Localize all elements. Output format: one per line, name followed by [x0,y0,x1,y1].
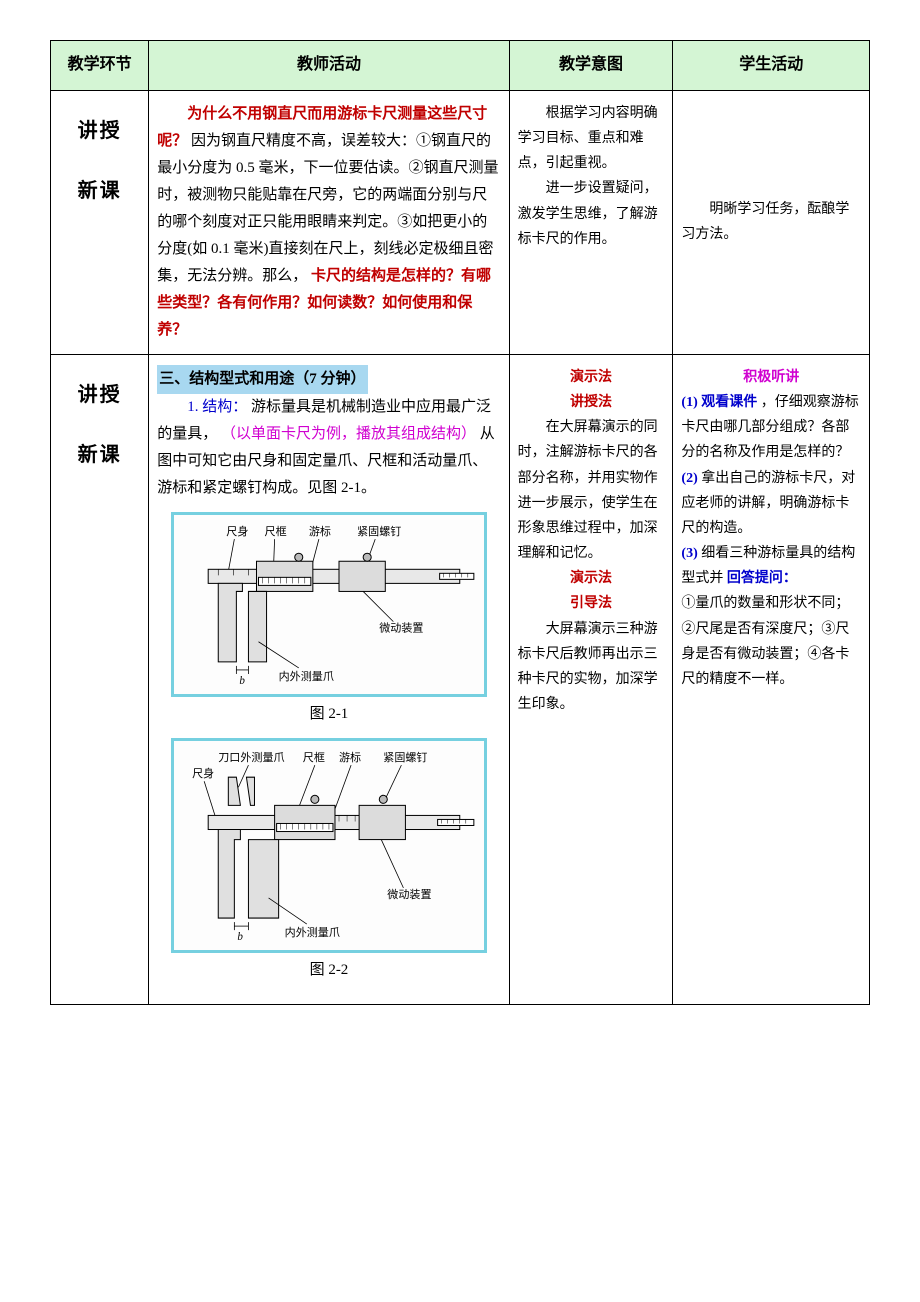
method-label: 讲授法 [518,390,665,415]
label-chishen: 尺身 [192,766,214,780]
intent-text: 大屏幕演示三种游标卡尺后教师再出示三种卡尺的实物，加深学生印象。 [518,617,665,718]
label-youbiao: 游标 [339,750,361,764]
stage-cell-2: 讲授 新课 [51,354,149,1004]
label-daokou: 刀口外测量爪 [218,751,284,764]
label-b: b [239,675,245,687]
lesson-table: 教学环节 教师活动 教学意图 学生活动 讲授 新课 为什么不用钢直尺而用游标卡尺… [50,40,870,1005]
method-label: 引导法 [518,591,665,616]
label-neiwai: 内外测量爪 [279,669,334,683]
label-weidong: 微动装置 [379,620,423,634]
stage-label: 新课 [59,161,140,221]
label-chikuang: 尺框 [265,525,287,538]
item-number: (2) [681,471,701,486]
method-label: 演示法 [518,365,665,390]
item-number: 1. 结构： [187,399,247,415]
student-item: (1) 观看课件 ，仔细观察游标卡尺由哪几部分组成？各部分的名称及作用是怎样的？ [681,390,861,466]
hdr-intent: 教学意图 [509,41,673,91]
answer-text: 因为钢直尺精度不高，误差较大：①钢直尺的最小分度为 0.5 毫米，下一位要估读。… [157,133,498,284]
teacher-cell-2: 三、结构型式和用途（7 分钟） 1. 结构： 游标量具是机械制造业中应用最广泛的… [149,354,509,1004]
intent-text: 根据学习内容明确学习目标、重点和难点，引起重视。 [518,101,665,177]
stage-label: 讲授 [59,365,140,425]
figure-2-1: 尺身 尺框 游标 紧固螺钉 [171,512,487,697]
table-row: 讲授 新课 为什么不用钢直尺而用游标卡尺测量这些尺寸呢？ 因为钢直尺精度不高，误… [51,90,870,354]
intent-cell-2: 演示法 讲授法 在大屏幕演示的同时，注解游标卡尺的各部分名称，并用实物作进一步展… [509,354,673,1004]
label-b: b [237,931,243,943]
label-chishen: 尺身 [226,524,248,538]
figure-2-2: 刀口外测量爪 尺身 尺框 游标 紧固螺钉 [171,738,487,953]
label-jingu: 紧固螺钉 [357,525,401,538]
intent-text: 在大屏幕演示的同时，注解游标卡尺的各部分名称，并用实物作进一步展示，使学生在形象… [518,415,665,566]
hdr-teacher: 教师活动 [149,41,509,91]
intent-text: 进一步设置疑问，激发学生思维，了解游标卡尺的作用。 [518,176,665,252]
item-keyword: 观看课件 [701,395,757,410]
paren-note: （以单面卡尺为例，播放其组成结构） [221,426,476,442]
section-header: 三、结构型式和用途（7 分钟） [157,365,500,394]
label-chikuang: 尺框 [303,751,325,764]
stage-label: 讲授 [59,101,140,161]
stage-label: 新课 [59,425,140,485]
label-weidong: 微动装置 [387,887,431,901]
caliper-diagram-2: 刀口外测量爪 尺身 尺框 游标 紧固螺钉 [178,747,480,948]
section-header-text: 三、结构型式和用途（7 分钟） [157,365,367,394]
table-row: 讲授 新课 三、结构型式和用途（7 分钟） 1. 结构： 游标量具是机械制造业中… [51,354,870,1004]
student-item: (2) 拿出自己的游标卡尺，对应老师的讲解，明确游标卡尺的构造。 [681,466,861,542]
item-keyword: 回答提问： [727,571,797,586]
caliper-diagram-1: 尺身 尺框 游标 紧固螺钉 [178,521,480,692]
stage-cell-1: 讲授 新课 [51,90,149,354]
teacher-text: 1. 结构： 游标量具是机械制造业中应用最广泛的量具， （以单面卡尺为例，播放其… [157,394,500,502]
student-answer: ①量爪的数量和形状不同；②尺尾是否有深度尺；③尺身是否有微动装置；④各卡尺的精度… [681,591,861,692]
teacher-cell-1: 为什么不用钢直尺而用游标卡尺测量这些尺寸呢？ 因为钢直尺精度不高，误差较大：①钢… [149,90,509,354]
item-number: (3) [681,546,701,561]
item-text: 拿出自己的游标卡尺，对应老师的讲解，明确游标卡尺的构造。 [681,471,855,536]
intent-cell-1: 根据学习内容明确学习目标、重点和难点，引起重视。 进一步设置疑问，激发学生思维，… [509,90,673,354]
teacher-text: 为什么不用钢直尺而用游标卡尺测量这些尺寸呢？ 因为钢直尺精度不高，误差较大：①钢… [157,101,500,344]
label-neiwai: 内外测量爪 [285,925,340,939]
figure-caption: 图 2-1 [157,701,500,728]
label-jingu: 紧固螺钉 [383,751,427,764]
student-cell-1: 明晰学习任务，酝酿学习方法。 [673,90,870,354]
label-youbiao: 游标 [309,524,331,538]
hdr-student: 学生活动 [673,41,870,91]
student-cell-2: 积极听讲 (1) 观看课件 ，仔细观察游标卡尺由哪几部分组成？各部分的名称及作用… [673,354,870,1004]
student-item: (3) 细看三种游标量具的结构型式并 回答提问： [681,541,861,591]
header-row: 教学环节 教师活动 教学意图 学生活动 [51,41,870,91]
student-text: 明晰学习任务，酝酿学习方法。 [681,197,861,247]
hdr-stage: 教学环节 [51,41,149,91]
item-number: (1) [681,395,701,410]
student-heading: 积极听讲 [681,365,861,390]
method-label: 演示法 [518,566,665,591]
figure-caption: 图 2-2 [157,957,500,984]
